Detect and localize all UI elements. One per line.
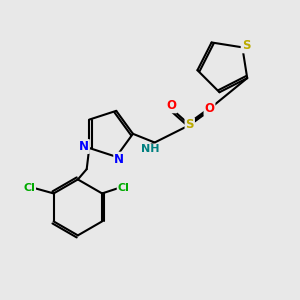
Text: NH: NH xyxy=(141,144,159,154)
Text: O: O xyxy=(167,99,176,112)
Text: Cl: Cl xyxy=(23,183,35,193)
Text: Cl: Cl xyxy=(118,183,130,193)
Text: N: N xyxy=(79,140,89,153)
Text: N: N xyxy=(114,153,124,166)
Text: O: O xyxy=(205,102,214,115)
Text: S: S xyxy=(242,39,250,52)
Text: S: S xyxy=(185,118,194,131)
